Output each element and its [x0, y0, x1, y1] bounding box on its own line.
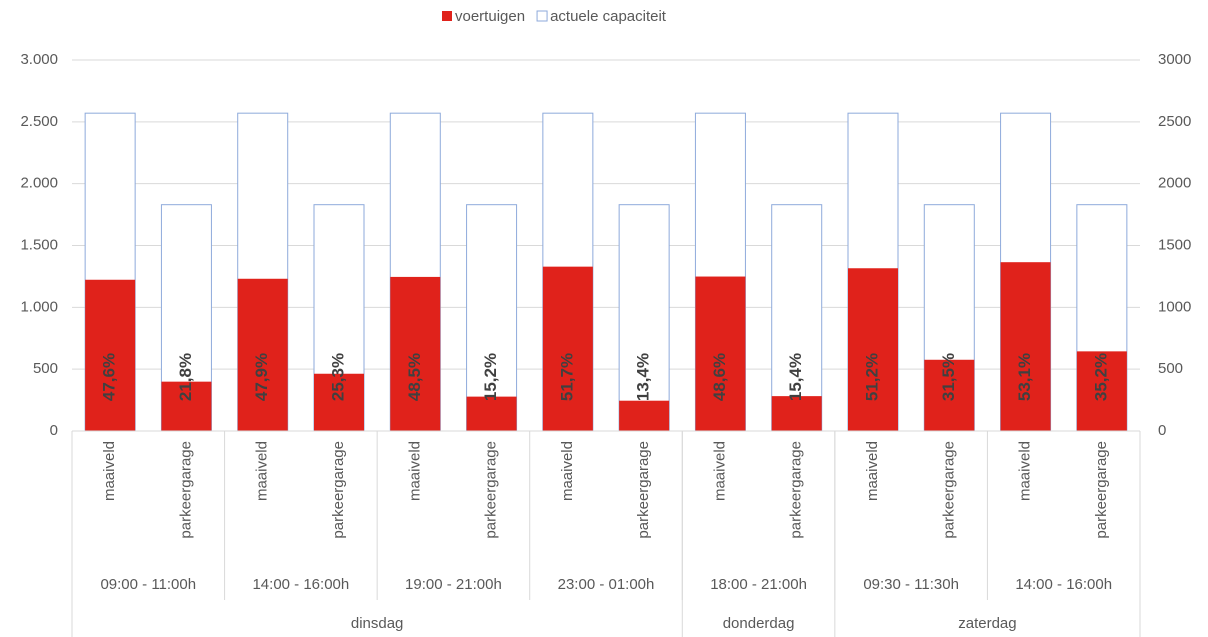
x-tick-label: maaiveld	[864, 441, 881, 501]
y2-tick-label: 2000	[1158, 175, 1191, 192]
data-label: 31,5%	[939, 353, 958, 401]
x-tick-label: parkeergarage	[483, 441, 500, 539]
data-label: 21,8%	[176, 353, 195, 401]
y2-tick-label: 3000	[1158, 51, 1191, 68]
group-label: 18:00 - 21:00h	[710, 576, 807, 593]
data-label: 25,3%	[328, 353, 347, 401]
data-label: 15,4%	[786, 353, 805, 401]
x-tick-label: parkeergarage	[788, 441, 805, 539]
y-tick-label: 1.000	[20, 298, 58, 315]
data-label: 51,7%	[557, 353, 576, 401]
x-tick-label: parkeergarage	[635, 441, 652, 539]
legend-swatch	[442, 11, 452, 21]
bar	[237, 278, 288, 431]
y-tick-label: 2.500	[20, 113, 58, 130]
y-tick-label: 2.000	[20, 175, 58, 192]
day-label: zaterdag	[958, 615, 1016, 632]
bar	[848, 268, 898, 431]
group-label: 09:30 - 11:30h	[863, 576, 959, 593]
bar	[85, 279, 136, 431]
y2-tick-label: 0	[1158, 422, 1166, 439]
y2-tick-label: 1000	[1158, 298, 1191, 315]
data-label: 51,2%	[862, 353, 881, 401]
x-tick-label: maaiveld	[711, 441, 728, 501]
x-tick-label: maaiveld	[559, 441, 576, 501]
y-tick-label: 3.000	[20, 51, 58, 68]
bar	[771, 204, 823, 432]
group-label: 23:00 - 01:00h	[558, 576, 655, 593]
data-label: 35,2%	[1091, 353, 1110, 401]
legend-swatch	[536, 10, 548, 22]
x-tick-label: maaiveld	[1017, 441, 1034, 501]
x-tick-label: maaiveld	[406, 441, 423, 501]
x-tick-label: maaiveld	[101, 441, 118, 501]
data-label: 15,2%	[481, 353, 500, 401]
bar	[924, 359, 975, 431]
x-tick-label: parkeergarage	[330, 441, 347, 539]
bar	[1000, 262, 1051, 431]
group-label: 14:00 - 16:00h	[252, 576, 349, 593]
bar	[161, 381, 212, 431]
y-tick-label: 0	[50, 422, 58, 439]
bar	[466, 204, 518, 432]
data-label: 47,9%	[252, 353, 271, 401]
x-tick-label: maaiveld	[254, 441, 271, 501]
bar	[695, 276, 746, 431]
data-label: 47,6%	[100, 353, 119, 401]
data-label: 48,6%	[710, 353, 729, 401]
group-label: 19:00 - 21:00h	[405, 576, 502, 593]
y2-tick-label: 1500	[1158, 236, 1191, 253]
day-label: dinsdag	[351, 615, 404, 632]
bar	[618, 204, 670, 432]
y-tick-label: 500	[33, 360, 58, 377]
bar	[619, 400, 670, 431]
group-label: 14:00 - 16:00h	[1015, 576, 1112, 593]
bar	[1076, 351, 1127, 431]
data-label: 53,1%	[1015, 353, 1034, 401]
x-tick-label: parkeergarage	[1093, 441, 1110, 539]
x-tick-label: parkeergarage	[940, 441, 957, 539]
legend-label: actuele capaciteit	[550, 8, 667, 25]
bar	[771, 396, 822, 431]
bar	[314, 373, 364, 431]
x-tick-label: parkeergarage	[177, 441, 194, 539]
bar	[542, 266, 593, 431]
day-label: donderdag	[723, 615, 795, 632]
legend-label: voertuigen	[455, 8, 525, 25]
data-label: 13,4%	[634, 353, 653, 401]
y2-tick-label: 2500	[1158, 113, 1191, 130]
y-tick-label: 1.500	[20, 236, 58, 253]
group-label: 09:00 - 11:00h	[100, 576, 196, 593]
bar	[466, 396, 517, 431]
bar	[390, 276, 441, 431]
y2-tick-label: 500	[1158, 360, 1183, 377]
data-label: 48,5%	[405, 353, 424, 401]
